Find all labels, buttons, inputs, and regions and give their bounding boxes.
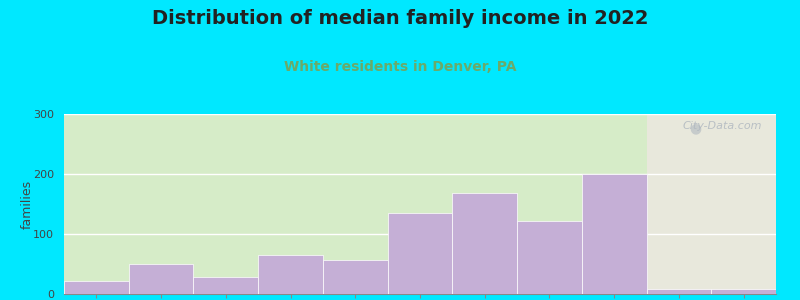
- Bar: [711, 289, 776, 294]
- Text: Distribution of median family income in 2022: Distribution of median family income in …: [152, 9, 648, 28]
- Bar: [517, 221, 582, 294]
- Bar: [646, 289, 711, 294]
- Bar: [129, 264, 194, 294]
- Bar: [646, 114, 776, 294]
- Bar: [323, 260, 388, 294]
- Text: ●: ●: [689, 121, 702, 135]
- Bar: [388, 213, 452, 294]
- Bar: [64, 281, 129, 294]
- Bar: [258, 255, 323, 294]
- Bar: [452, 193, 517, 294]
- Text: City-Data.com: City-Data.com: [682, 121, 762, 131]
- Text: White residents in Denver, PA: White residents in Denver, PA: [284, 60, 516, 74]
- Y-axis label: families: families: [21, 179, 34, 229]
- Bar: [64, 114, 646, 294]
- Bar: [194, 277, 258, 294]
- Bar: [582, 174, 646, 294]
